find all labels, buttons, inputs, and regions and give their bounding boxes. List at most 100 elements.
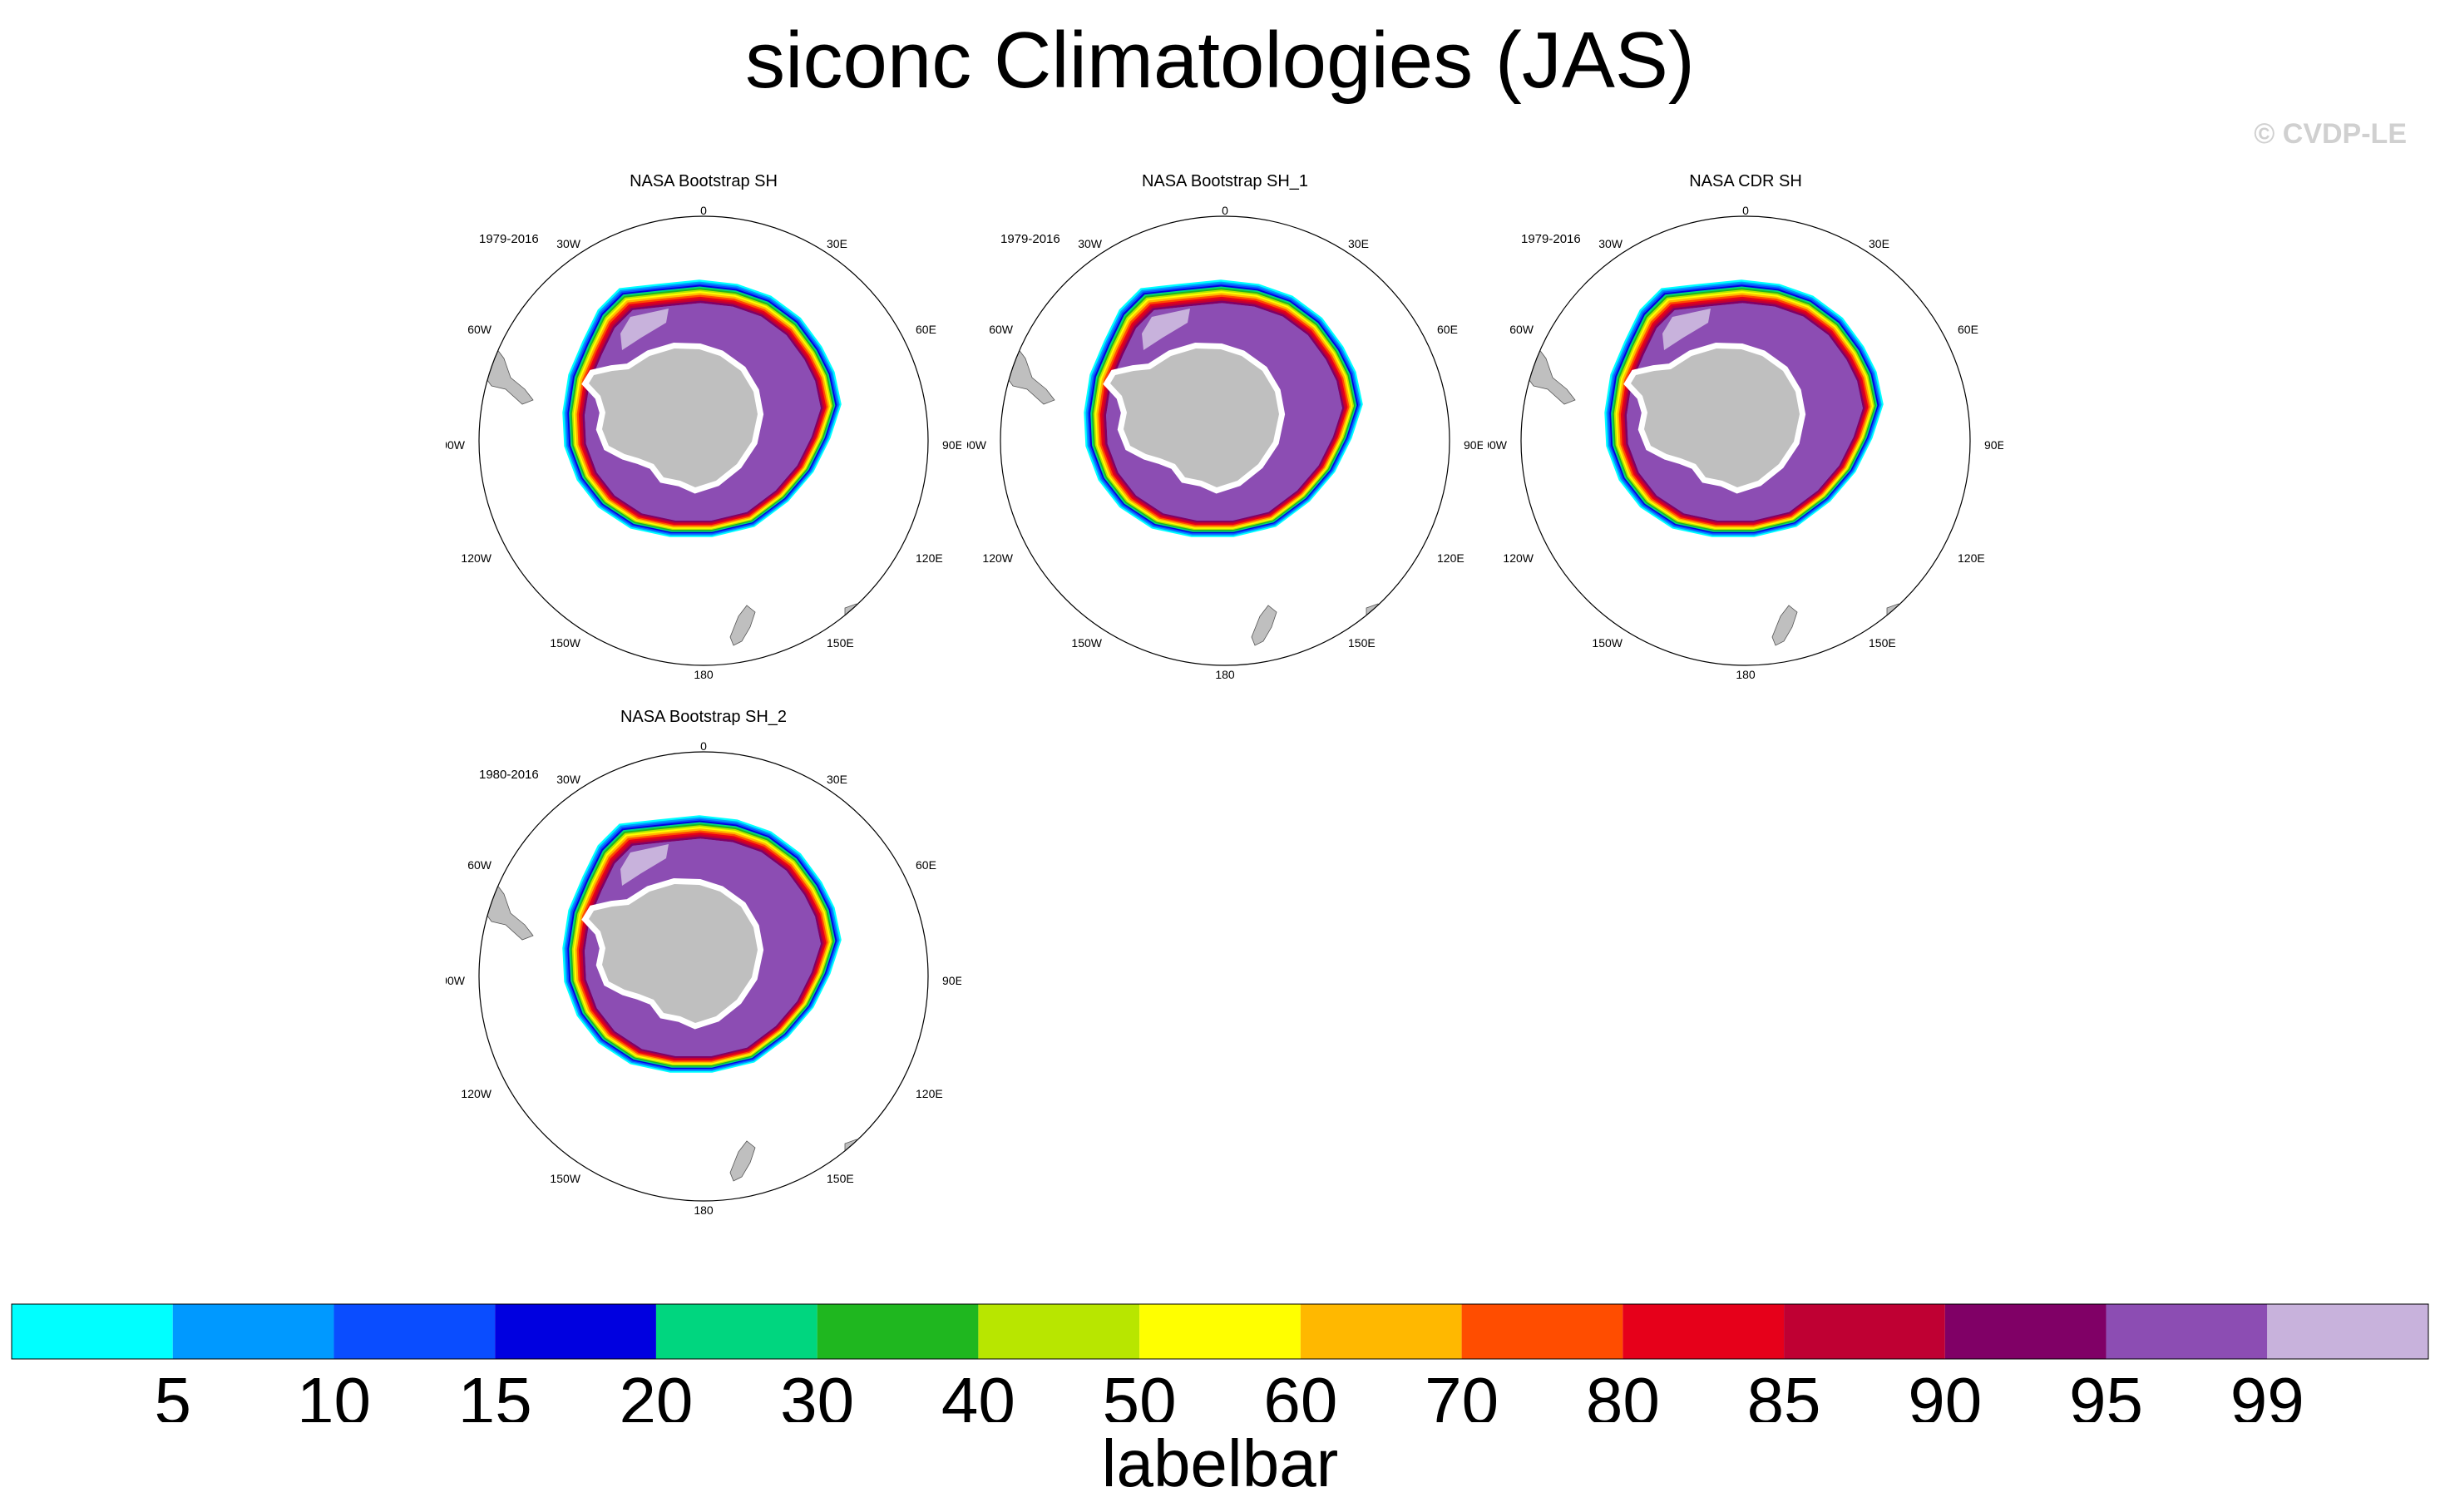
map-content [479,752,928,1201]
colorbar-tick-label: 5 [154,1364,191,1422]
longitude-label: 30W [1598,237,1623,250]
longitude-label: 90W [1488,438,1508,452]
antarctica [1631,348,1800,487]
longitude-label: 120W [982,551,1013,565]
colorbar-swatch [1139,1304,1301,1359]
year-range: 1979-2016 [1000,232,1060,246]
longitude-label: 150E [1348,636,1376,650]
colorbar-tick-label: 20 [619,1364,693,1422]
longitude-label: 120W [461,1087,491,1100]
map-content [1521,216,1970,665]
colorbar-tick-label: 40 [941,1364,1015,1422]
longitude-label: 60E [1437,323,1458,336]
longitude-label: 120W [1503,551,1534,565]
colorbar-swatch [1784,1304,1945,1359]
new-zealand [1771,605,1798,646]
longitude-label: 120E [916,1087,943,1100]
colorbar-swatch [495,1304,656,1359]
map-content [1000,216,1450,665]
colorbar-swatch [978,1304,1140,1359]
longitude-label: 30E [1348,237,1369,250]
colorbar-swatch [655,1304,817,1359]
longitude-label: 0 [1222,204,1228,217]
colorbar-tick-label: 70 [1425,1364,1499,1422]
longitude-label: 30E [1869,237,1889,250]
colorbar: 5 10 15 20 30 40 50 60 70 80 85 90 95 99 [11,1303,2429,1422]
polar-map: 0 30E 60E 90E 120E 150E 180 150W 120W 90W 60W 30W 19… [446,739,961,1217]
longitude-label: 180 [1215,668,1235,681]
polar-map: 0 30E 60E 90E 120E 150E 180 150W 120W 90W 60W 30W 19… [446,204,961,681]
map-boundary [478,215,929,666]
map-panel: NASA CDR SH 0 30E 60E 90E 120E 150E 180 150W 120… [1488,171,2003,704]
longitude-label: 0 [1742,204,1749,217]
panel-title: NASA Bootstrap SH_1 [1141,172,1309,190]
longitude-label: 0 [700,739,707,753]
colorbar-tick-label: 90 [1908,1364,1982,1422]
longitude-label: 60W [467,858,492,872]
longitude-label: 150W [550,636,580,650]
ice-high-patch [1142,309,1190,350]
longitude-label: 150W [550,1172,580,1185]
colorbar-swatch [172,1304,334,1359]
antarctica [1110,348,1279,487]
ice-high-patch [1662,309,1711,350]
colorbar-tick-label: 85 [1747,1364,1821,1422]
colorbar-swatch [1944,1304,2107,1359]
longitude-label: 120E [1958,551,1985,565]
colorbar-tick-label: 10 [297,1364,371,1422]
antarctica [589,884,758,1023]
map-boundary [478,751,929,1202]
longitude-label: 30E [827,773,847,786]
new-zealand [729,1140,756,1182]
longitude-label: 60E [1958,323,1978,336]
longitude-label: 30W [1078,237,1103,250]
colorbar-swatch [1300,1304,1462,1359]
longitude-label: 120E [916,551,943,565]
panel-title: NASA CDR SH [1689,172,1802,190]
longitude-label: 30W [556,237,581,250]
longitude-label: 0 [700,204,707,217]
longitude-label: 90W [967,438,987,452]
longitude-label: 180 [1736,668,1756,681]
panel-title: NASA Bootstrap SH [630,172,778,190]
longitude-label: 30W [556,773,581,786]
colorbar-tick-label: 30 [780,1364,854,1422]
ice-high-patch [620,844,669,886]
longitude-label: 150E [1869,636,1896,650]
longitude-label: 90E [1464,438,1483,452]
map-content [479,216,928,665]
longitude-label: 30E [827,237,847,250]
longitude-label: 90E [1984,438,2003,452]
longitude-label: 90E [942,438,961,452]
colorbar-swatch [333,1304,496,1359]
longitude-label: 60W [467,323,492,336]
colorbar-title: labelbar [1101,1426,1339,1500]
new-zealand [1251,605,1277,646]
colorbar-swatch [1461,1304,1623,1359]
longitude-label: 150E [827,636,854,650]
colorbar-tick-label: 50 [1103,1364,1177,1422]
longitude-label: 60W [1509,323,1534,336]
colorbar-tick-label: 99 [2230,1364,2304,1422]
longitude-label: 150E [827,1172,854,1185]
colorbar-swatch [817,1304,979,1359]
year-range: 1979-2016 [479,232,539,246]
map-panel: NASA Bootstrap SH_1 0 30E 60E 90E 120E 150E 18… [967,171,1483,704]
colorbar-swatch [12,1304,173,1359]
longitude-label: 120E [1437,551,1464,565]
longitude-label: 60W [989,323,1014,336]
colorbar-swatch [1623,1304,1785,1359]
polar-map: 0 30E 60E 90E 120E 150E 180 150W 120W 90W 60W 30W 19… [967,204,1483,681]
new-zealand [729,605,756,646]
longitude-label: 90W [446,974,466,987]
longitude-label: 60E [916,323,936,336]
colorbar-swatch [2267,1304,2428,1359]
panel-title: NASA Bootstrap SH_2 [620,708,788,726]
longitude-label: 180 [694,668,714,681]
colorbar-swatch [2106,1304,2268,1359]
colorbar-tick-label: 80 [1586,1364,1660,1422]
year-range: 1979-2016 [1521,232,1581,246]
map-panel: NASA Bootstrap SH_2 0 30E 60E 90E 120E 150E 18… [446,707,961,1239]
colorbar-tick-label: 60 [1263,1364,1337,1422]
longitude-label: 150W [1071,636,1102,650]
